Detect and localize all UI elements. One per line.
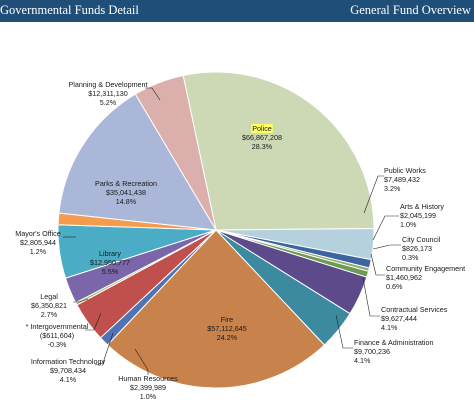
leader-line-contractual-services	[362, 277, 380, 317]
slice-label-fire: Fire $57,112,645 24.2%	[207, 315, 246, 342]
slice-label-public-works: Public Works $7,489,432 3.2%	[384, 166, 426, 193]
pie-slice-police	[182, 71, 375, 231]
leader-line-intergovernmental	[85, 312, 102, 331]
slice-label-finance-administration: Finance & Administration $9,700,236 4.1%	[354, 338, 434, 365]
leader-line-human-resources	[134, 348, 149, 375]
slice-label-legal: Legal $6,350,821 2.7%	[31, 292, 67, 319]
slice-label-community-engagement: Community Engagement $1,460,962 0.6%	[386, 264, 465, 291]
pie-slice-fire	[106, 229, 326, 389]
slice-label-contractual-services: Contractual Services $9,627,444 4.1%	[381, 305, 448, 332]
slice-label-police: Police $66,867,208 28.3%	[242, 124, 282, 151]
leader-line-community-engagement	[370, 253, 385, 276]
leader-line-finance-administration	[335, 314, 353, 349]
slice-label-intergovernmental: * Intergovernmental ($611,604) -0.3%	[26, 322, 89, 349]
page-header: Governmental Funds Detail General Fund O…	[0, 0, 474, 22]
slice-label-parks-recreation: Parks & Recreation $35,041,438 14.8%	[95, 179, 157, 206]
label-highlight	[251, 124, 273, 133]
pie-slice-parks-recreation	[58, 93, 217, 231]
leader-line-arts-history	[372, 215, 399, 241]
leader-line-information-technology	[94, 332, 114, 366]
slice-label-planning-development: Planning & Development $12,311,130 5.2%	[68, 80, 147, 107]
leader-line-public-works	[363, 175, 384, 214]
leader-line-planning-development	[145, 87, 161, 101]
pie-chart: Police $66,867,208 28.3% Public Works $7,489…	[15, 71, 465, 401]
slice-label-information-technology: Information Technology $9,708,434 4.1%	[31, 357, 106, 384]
slice-label-arts-history: Arts & History $2,045,199 1.0%	[400, 202, 444, 229]
slice-label-human-resources: Human Resources $2,399,989 1.0%	[118, 374, 178, 401]
header-left-title: Governmental Funds Detail	[0, 3, 139, 17]
pie-slice-planning-development	[134, 74, 217, 231]
slice-label-city-council: City Council $826,173 0.3%	[402, 235, 441, 262]
leader-line-city-council	[372, 244, 401, 250]
slice-label-library: Library $12,950,777 5.5%	[90, 249, 130, 276]
header-right-title: General Fund Overview	[350, 3, 471, 17]
slice-label-mayor-s-office: Mayor's Office $2,805,944 1.2%	[15, 229, 61, 256]
leader-line-legal	[73, 298, 89, 303]
